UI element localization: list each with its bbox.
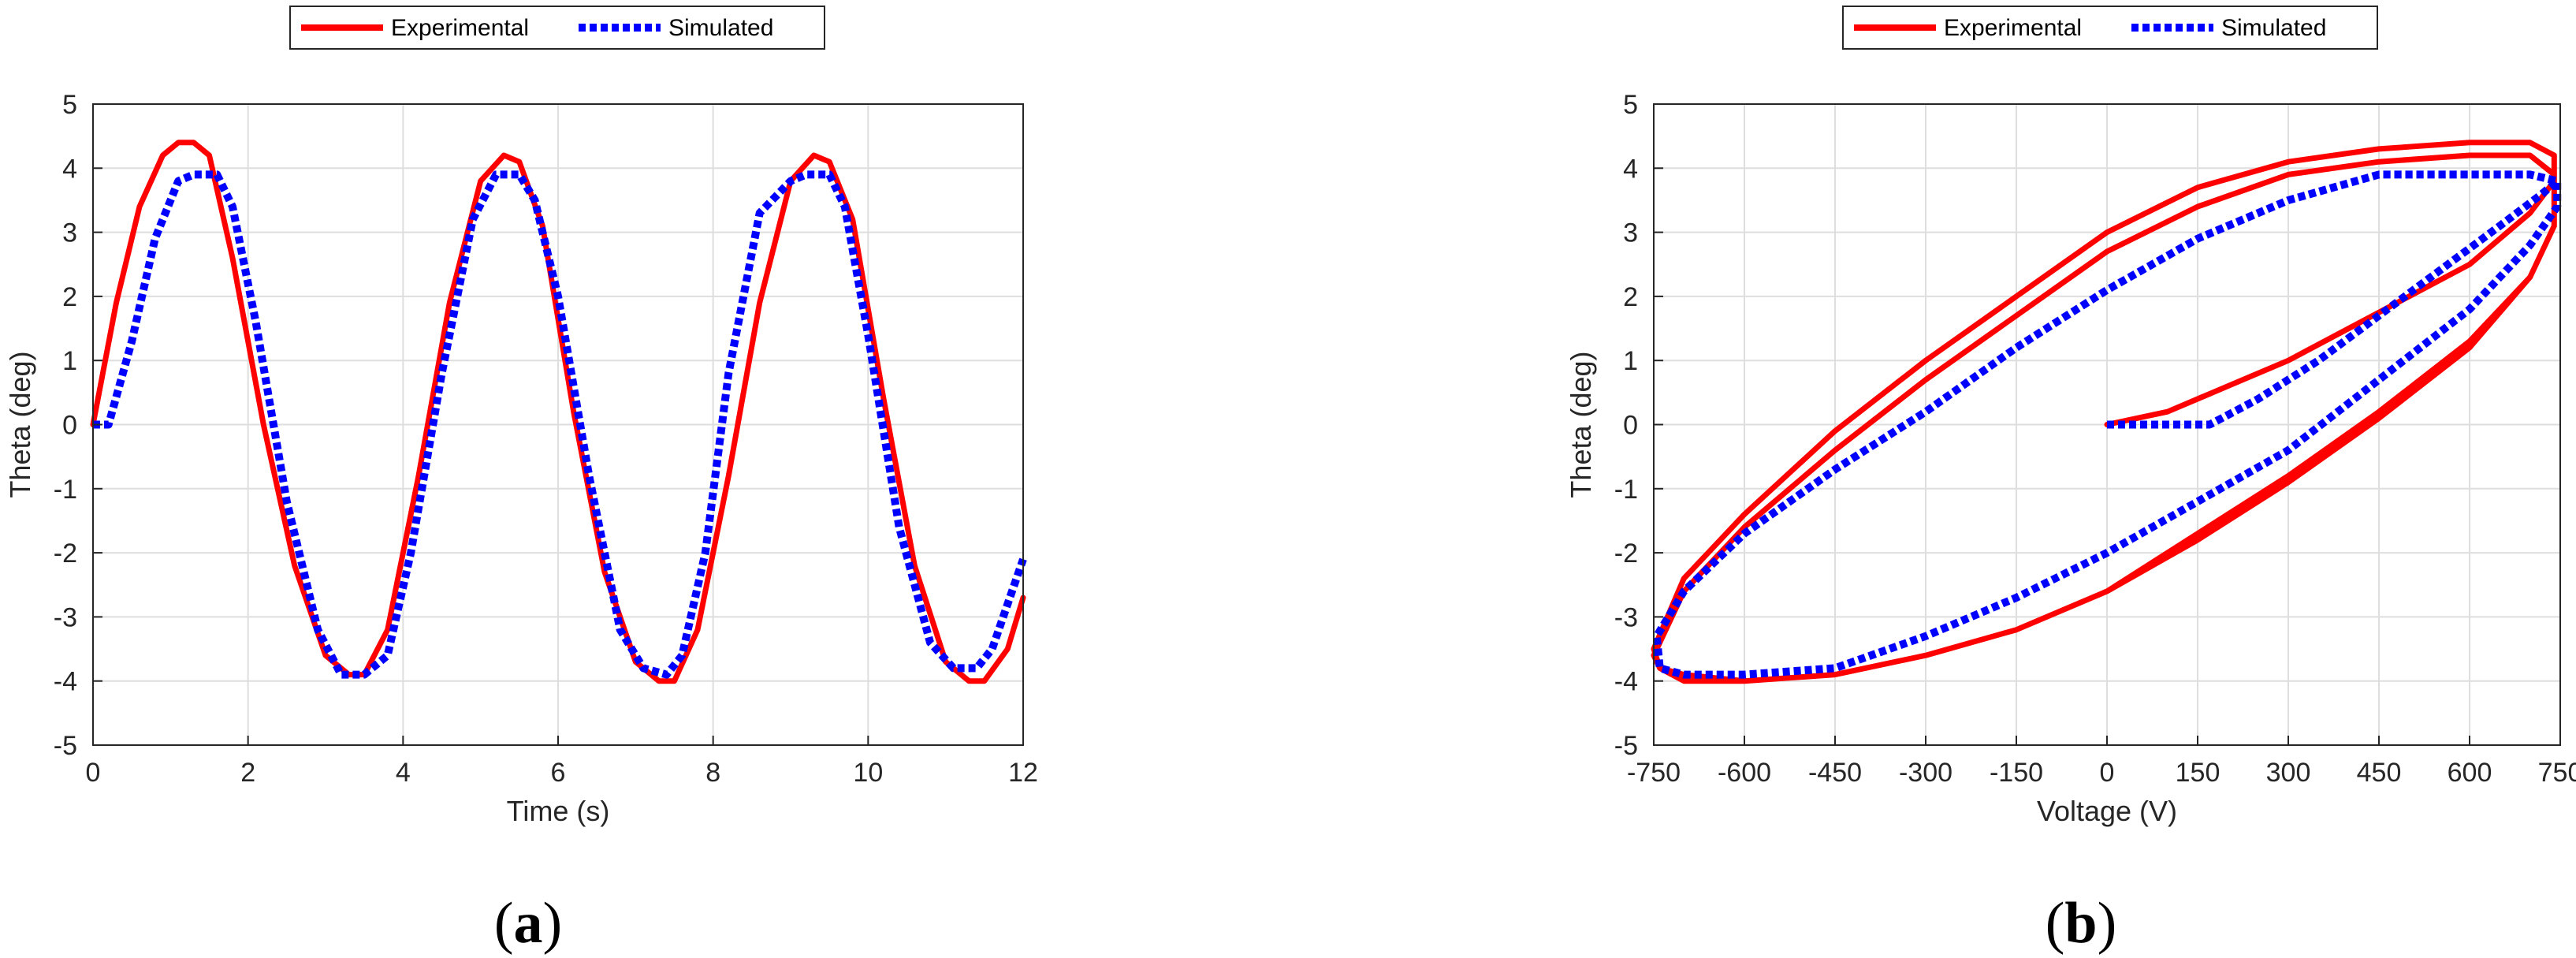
legend-label-experimental-b: Experimental bbox=[1944, 15, 2082, 41]
y-tick-label: 3 bbox=[1623, 218, 1638, 248]
x-tick-label: 2 bbox=[240, 758, 255, 788]
legend-label-simulated-b: Simulated bbox=[2221, 15, 2326, 41]
legend-a: Experimental Simulated bbox=[289, 6, 825, 50]
x-tick-label: -150 bbox=[1990, 758, 2043, 788]
y-tick-label: 1 bbox=[1623, 346, 1638, 376]
y-tick-label: -2 bbox=[54, 539, 77, 568]
series-layer-a bbox=[90, 140, 1027, 684]
panel-label-b: (b) bbox=[2046, 891, 2116, 956]
y-tick-label: 4 bbox=[62, 154, 77, 184]
x-tick-label: -450 bbox=[1808, 758, 1862, 788]
y-axis-title-a: Theta (deg) bbox=[4, 351, 36, 498]
y-tick-label: -3 bbox=[54, 602, 77, 632]
legend-label-experimental-a: Experimental bbox=[391, 15, 529, 41]
y-tick-label: 2 bbox=[62, 282, 77, 312]
series-layer-b bbox=[1651, 140, 2562, 684]
x-axis-title-a: Time (s) bbox=[507, 795, 610, 827]
y-tick-label: 5 bbox=[1623, 90, 1638, 120]
x-tick-label: 450 bbox=[2357, 758, 2402, 788]
y-tick-label: 2 bbox=[1623, 282, 1638, 312]
y-tick-label: -4 bbox=[54, 667, 77, 697]
x-tick-label: 0 bbox=[2100, 758, 2115, 788]
y-tick-label: 4 bbox=[1623, 154, 1638, 184]
legend-b: Experimental Simulated bbox=[1842, 6, 2378, 50]
y-tick-label: 0 bbox=[62, 411, 77, 441]
series-line-experimental bbox=[1651, 140, 2557, 684]
y-tick-label: -2 bbox=[1614, 539, 1638, 568]
y-tick-label: -1 bbox=[54, 475, 77, 505]
y-tick-label: 5 bbox=[62, 90, 77, 120]
series-line-simulated bbox=[1652, 170, 2562, 679]
x-tick-label: 8 bbox=[705, 758, 720, 788]
chart-panel-b: -750 -600 -450 -300 -150 0 150 300 450 600 750-5-4… bbox=[1565, 6, 2576, 956]
x-tick-label: -300 bbox=[1899, 758, 1952, 788]
x-tick-label: 150 bbox=[2176, 758, 2220, 788]
x-tick-label: 750 bbox=[2538, 758, 2576, 788]
x-tick-label: 6 bbox=[551, 758, 566, 788]
y-tick-label: -4 bbox=[1614, 667, 1638, 697]
panel-label-letter-a: a bbox=[514, 891, 543, 956]
y-tick-label: -5 bbox=[1614, 731, 1638, 761]
panel-label-a: (a) bbox=[494, 891, 562, 956]
x-tick-label: 12 bbox=[1008, 758, 1038, 788]
y-axis-title-b: Theta (deg) bbox=[1565, 351, 1597, 498]
x-tick-label: 300 bbox=[2266, 758, 2311, 788]
y-tick-label: -1 bbox=[1614, 475, 1638, 505]
x-tick-label: -750 bbox=[1627, 758, 1681, 788]
y-tick-label: -3 bbox=[1614, 602, 1638, 632]
x-tick-label: 0 bbox=[86, 758, 101, 788]
x-tick-label: 4 bbox=[396, 758, 411, 788]
panel-label-letter-b: b bbox=[2064, 891, 2097, 956]
y-tick-label: -5 bbox=[54, 731, 77, 761]
x-axis-title-b: Voltage (V) bbox=[2037, 795, 2177, 827]
legend-label-simulated-a: Simulated bbox=[668, 15, 773, 41]
x-tick-label: 600 bbox=[2448, 758, 2492, 788]
series-line-experimental bbox=[90, 140, 1026, 684]
x-tick-label: -600 bbox=[1718, 758, 1771, 788]
series-line-simulated bbox=[93, 170, 1027, 679]
y-tick-label: 3 bbox=[62, 218, 77, 248]
y-tick-label: 0 bbox=[1623, 411, 1638, 441]
x-tick-label: 10 bbox=[853, 758, 883, 788]
y-tick-label: 1 bbox=[62, 346, 77, 376]
ticks-b: -750 -600 -450 -300 -150 0 150 300 450 600 750-5-4… bbox=[1614, 90, 2576, 788]
